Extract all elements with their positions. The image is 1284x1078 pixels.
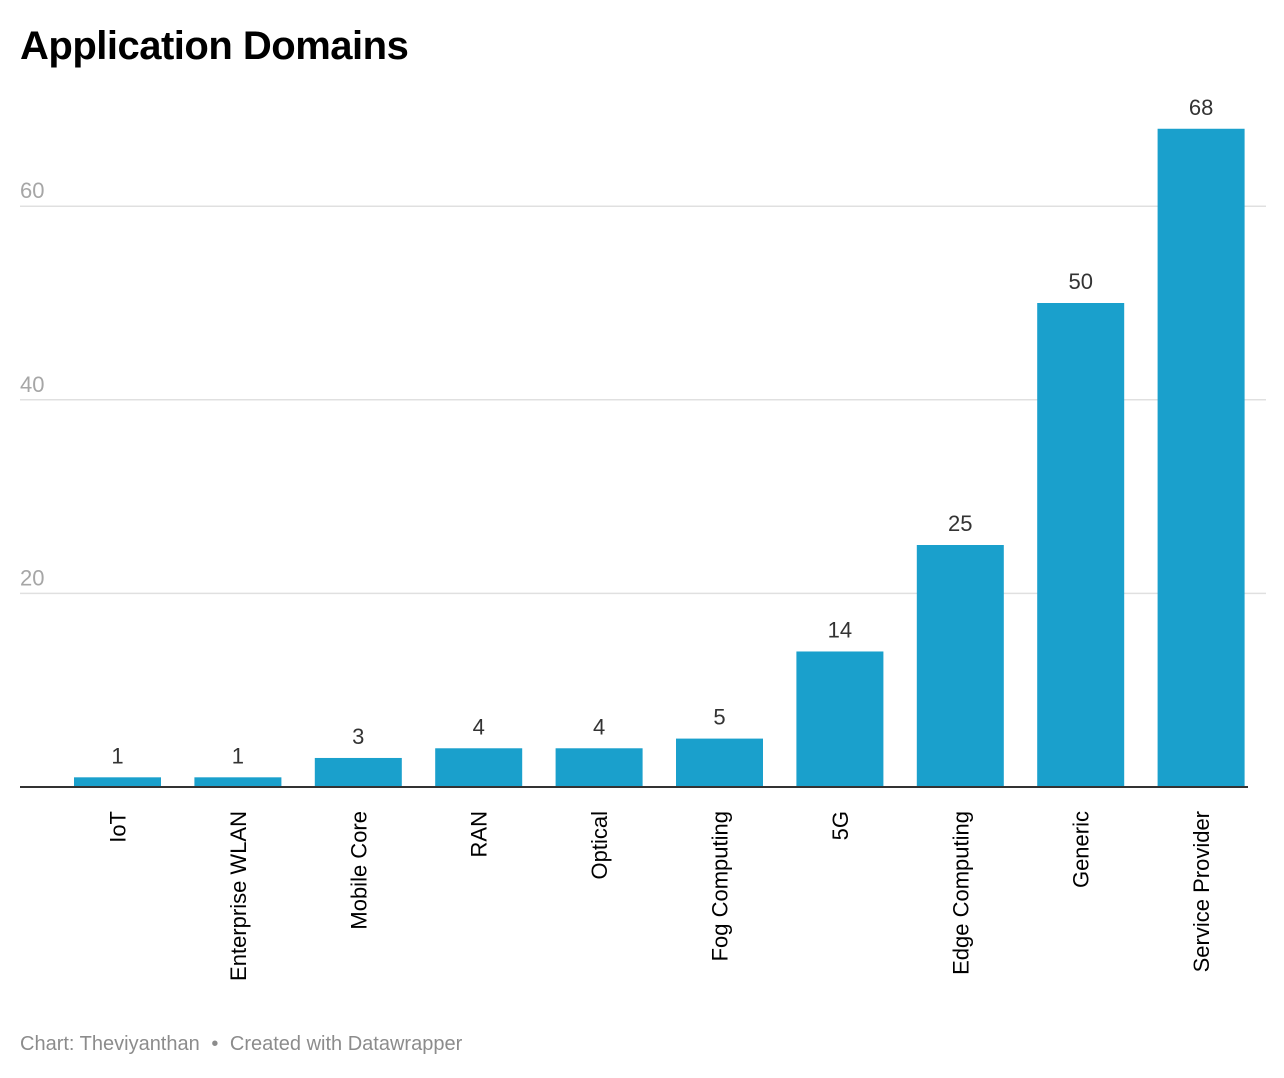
chart-title: Application Domains xyxy=(20,24,409,68)
data-label: 25 xyxy=(948,511,972,536)
x-tick-label: IoT xyxy=(106,811,131,843)
datawrapper-credit: Created with Datawrapper xyxy=(229,1033,463,1055)
data-label: 14 xyxy=(828,617,852,642)
x-tick-label: Enterprise WLAN xyxy=(226,811,251,981)
data-label: 4 xyxy=(473,714,485,739)
bar xyxy=(796,651,884,787)
x-tick-label: 5G xyxy=(828,811,853,840)
data-label: 5 xyxy=(713,705,725,730)
data-label: 68 xyxy=(1189,95,1213,120)
y-tick-label: 60 xyxy=(20,178,44,203)
y-tick-label: 40 xyxy=(20,372,44,397)
x-tick-label: RAN xyxy=(467,811,492,857)
data-label: 1 xyxy=(232,743,244,768)
x-tick-label: Optical xyxy=(587,811,612,879)
bar xyxy=(1037,303,1125,787)
bar xyxy=(676,738,763,787)
data-label: 1 xyxy=(111,743,123,768)
y-tick-label: 20 xyxy=(20,565,44,590)
x-tick-label: Service Provider xyxy=(1189,811,1214,972)
x-tick-label: Edge Computing xyxy=(948,811,973,975)
data-label: 50 xyxy=(1068,269,1092,294)
chart-footer: Chart: Theviyanthan • Created with Dataw… xyxy=(20,1032,462,1056)
bar xyxy=(1157,128,1245,787)
bar xyxy=(555,748,643,787)
bars xyxy=(74,128,1245,787)
bar xyxy=(194,777,282,787)
x-tick-label: Generic xyxy=(1069,811,1094,888)
x-tick-label: Mobile Core xyxy=(346,811,371,930)
bar xyxy=(916,545,1004,787)
bar xyxy=(74,777,161,787)
x-tick-label: Fog Computing xyxy=(708,811,733,961)
footer-separator: • xyxy=(211,1033,219,1055)
data-label: 4 xyxy=(593,714,605,739)
bar xyxy=(435,748,523,787)
data-label: 3 xyxy=(352,724,364,749)
bar xyxy=(314,757,402,787)
labels: 1 IoT 1 Enterprise WLAN 3 Mobile Core 4 RAN 4 Opt… xyxy=(106,95,1215,981)
source-credit: Chart: Theviyanthan xyxy=(20,1033,200,1055)
